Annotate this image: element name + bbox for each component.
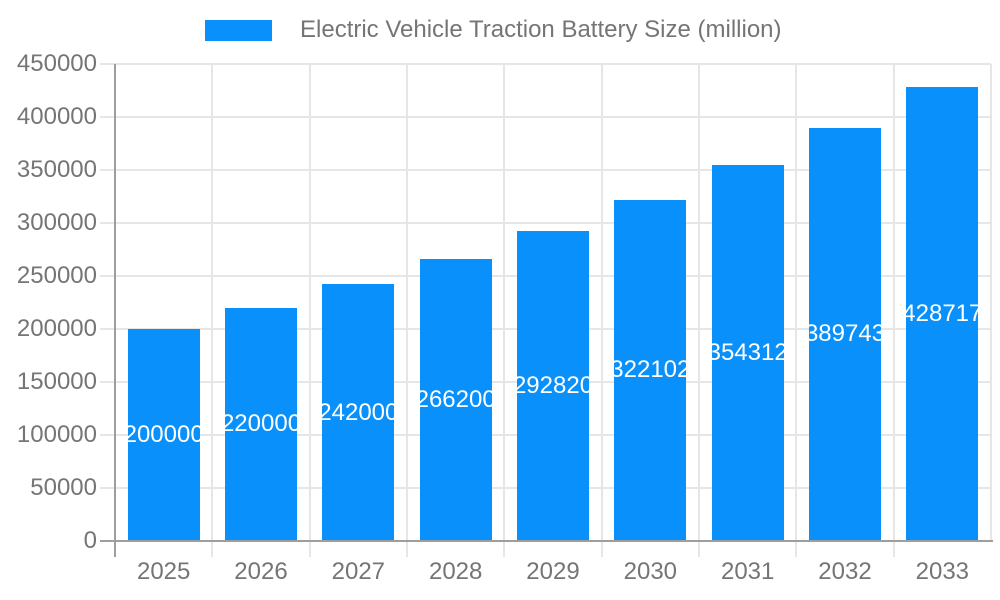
category-gridline — [503, 64, 506, 557]
bar-value-label: 266200 — [419, 385, 492, 413]
legend-label: Electric Vehicle Traction Battery Size (… — [300, 16, 782, 43]
x-axis-tick-label: 2030 — [623, 558, 678, 585]
bar-value-label: 220000 — [225, 410, 297, 438]
bar[interactable]: 220000 — [225, 307, 297, 542]
category-gridline — [600, 64, 603, 557]
category-gridline — [211, 64, 214, 557]
bar[interactable]: 354312 — [711, 165, 784, 542]
x-axis-tick-label: 2029 — [526, 558, 580, 585]
bar-value-label: 292820 — [517, 371, 589, 399]
x-axis-tick-label: 2032 — [818, 558, 872, 585]
x-axis-tick-label: 2025 — [136, 558, 191, 585]
bar-value-label: 428717 — [906, 299, 979, 327]
y-axis-tick-label: 250000 — [16, 262, 97, 289]
category-gridline — [990, 64, 992, 541]
y-axis-tick-label: 100000 — [16, 421, 97, 448]
bar-value-label: 200000 — [127, 421, 200, 448]
y-axis-tick-label: 400000 — [16, 103, 97, 130]
y-axis-line — [114, 64, 116, 557]
y-axis-tick-label: 300000 — [16, 209, 97, 236]
y-axis-tick-label: 50000 — [30, 474, 97, 501]
category-gridline — [698, 64, 700, 557]
bar[interactable]: 242000 — [322, 284, 395, 542]
bar[interactable]: 322102 — [614, 199, 687, 542]
y-axis-tick-label: 200000 — [16, 315, 97, 342]
y-gridline — [100, 116, 991, 118]
legend-swatch-icon — [205, 19, 272, 41]
y-axis-tick-label: 350000 — [16, 156, 97, 183]
category-gridline — [406, 64, 408, 557]
x-axis-tick-label: 2026 — [234, 558, 288, 585]
bar[interactable]: 200000 — [127, 329, 200, 542]
x-axis-tick-label: 2028 — [428, 558, 483, 585]
x-axis-tick-label: 2031 — [720, 558, 775, 585]
y-axis-tick-label: 450000 — [16, 50, 97, 77]
bar[interactable]: 428717 — [906, 86, 979, 542]
x-axis-line — [100, 540, 993, 542]
bar[interactable]: 389743 — [809, 127, 881, 542]
y-gridline — [100, 222, 991, 224]
bar-value-label: 389743 — [809, 320, 881, 348]
bar-value-label: 322102 — [614, 356, 687, 384]
legend[interactable]: Electric Vehicle Traction Battery Size (… — [205, 16, 782, 44]
y-gridline — [100, 63, 991, 65]
x-axis-tick-label: 2033 — [915, 558, 970, 585]
category-gridline — [308, 64, 311, 557]
bar[interactable]: 292820 — [517, 230, 589, 542]
x-axis-tick-label: 2027 — [331, 558, 386, 585]
bar[interactable]: 266200 — [419, 258, 492, 542]
category-gridline — [892, 64, 895, 557]
bar-value-label: 354312 — [711, 339, 784, 367]
category-gridline — [795, 64, 798, 557]
y-gridline — [100, 169, 991, 171]
bar-value-label: 242000 — [322, 398, 395, 426]
y-axis-tick-label: 0 — [83, 527, 97, 554]
y-axis-tick-label: 150000 — [16, 368, 97, 395]
